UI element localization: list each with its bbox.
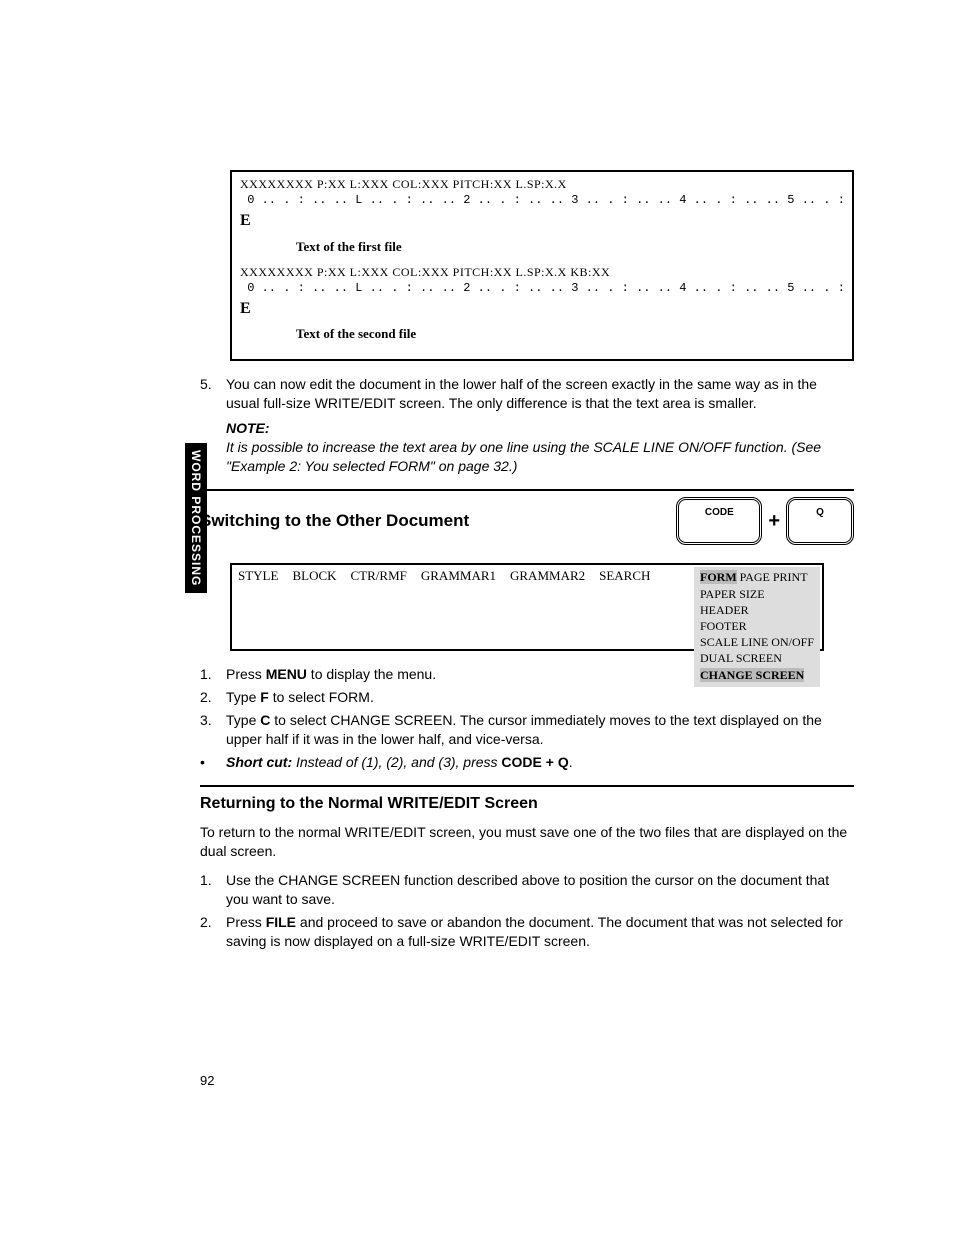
bullet-icon: •	[200, 753, 226, 772]
dual-screen-illustration: XXXXXXXX P:XX L:XXX COL:XXX PITCH:XX L.S…	[230, 170, 854, 361]
code-key-icon: CODE	[676, 497, 762, 545]
step-text: Type F to select FORM.	[226, 688, 854, 707]
menu-bar-illustration: STYLE BLOCK CTR/RMF GRAMMAR1 GRAMMAR2 SE…	[230, 563, 824, 651]
menu-item: GRAMMAR2	[510, 567, 585, 585]
t: Press	[226, 666, 266, 682]
menu-item: BLOCK	[292, 567, 336, 585]
menu-item: CTR/RMF	[351, 567, 407, 585]
end-mark-1: E	[240, 210, 844, 232]
return-step-1: 1. Use the CHANGE SCREEN function descri…	[200, 871, 854, 909]
step-text: Press FILE and proceed to save or abando…	[226, 913, 854, 951]
t: to select CHANGE SCREEN. The cursor imme…	[226, 712, 822, 747]
shortcut: • Short cut: Instead of (1), (2), and (3…	[200, 753, 854, 772]
t: and proceed to save or abandon the docum…	[226, 914, 843, 949]
step-number: 5.	[200, 375, 226, 413]
t: C	[260, 712, 270, 728]
step-number: 1.	[200, 871, 226, 909]
t: Press	[226, 914, 266, 930]
step-number: 1.	[200, 665, 226, 684]
t: Type	[226, 689, 260, 705]
step-3: 3. Type C to select CHANGE SCREEN. The c…	[200, 711, 854, 749]
dropdown-line: FORM PAGE PRINT	[700, 569, 814, 585]
end-mark-2: E	[240, 298, 844, 320]
t: Type	[226, 712, 260, 728]
t: FILE	[266, 914, 296, 930]
step-text: Use the CHANGE SCREEN function described…	[226, 871, 854, 909]
divider	[200, 489, 854, 491]
t: .	[569, 754, 573, 770]
divider	[200, 785, 854, 787]
plus-icon: +	[768, 508, 780, 535]
form-dropdown: FORM PAGE PRINT PAPER SIZE HEADER FOOTER…	[694, 567, 820, 686]
status-line-1: XXXXXXXX P:XX L:XXX COL:XXX PITCH:XX L.S…	[240, 176, 844, 192]
page-number: 92	[200, 1072, 214, 1090]
dropdown-line: SCALE LINE ON/OFF	[700, 634, 814, 650]
t: CODE + Q	[501, 754, 568, 770]
dropdown-line: CHANGE SCREEN	[700, 667, 814, 683]
dropdown-line: DUAL SCREEN	[700, 650, 814, 666]
ruler-line-1: 0 .. . : .. .. L .. . : .. .. 2 .. . : .…	[240, 192, 844, 208]
returning-intro: To return to the normal WRITE/EDIT scree…	[200, 823, 854, 861]
menu-item: SEARCH	[599, 567, 650, 585]
note-body-a: It is possible to increase the text area…	[226, 439, 593, 455]
code-key-label: CODE	[705, 506, 734, 520]
section-tab-label: WORD PROCESSING	[188, 450, 204, 586]
step-text: Type C to select CHANGE SCREEN. The curs…	[226, 711, 854, 749]
q-key-icon: Q	[786, 497, 854, 545]
shortcut-label: Short cut:	[226, 754, 292, 770]
switching-title: Switching to the Other Document	[200, 510, 469, 533]
ruler-line-2: 0 .. . : .. .. L .. . : .. .. 2 .. . : .…	[240, 280, 844, 296]
first-file-text: Text of the first file	[296, 238, 844, 256]
step-number: 2.	[200, 913, 226, 951]
dropdown-line: HEADER	[700, 602, 814, 618]
q-key-label: Q	[816, 506, 824, 520]
step-number: 2.	[200, 688, 226, 707]
note-label: NOTE:	[226, 419, 854, 438]
second-file-text: Text of the second file	[296, 325, 844, 343]
dropdown-line: PAPER SIZE	[700, 586, 814, 602]
dropdown-change-screen: CHANGE SCREEN	[700, 668, 804, 682]
t: F	[260, 689, 269, 705]
shortcut-text: Short cut: Instead of (1), (2), and (3),…	[226, 753, 854, 772]
t: MENU	[266, 666, 307, 682]
t: to select FORM.	[269, 689, 374, 705]
menu-item: STYLE	[238, 567, 278, 585]
section-tab: WORD PROCESSING	[185, 443, 207, 593]
note-body: It is possible to increase the text area…	[226, 438, 854, 476]
step-2: 2. Type F to select FORM.	[200, 688, 854, 707]
menu-item: GRAMMAR1	[421, 567, 496, 585]
step-5: 5. You can now edit the document in the …	[200, 375, 854, 413]
returning-title: Returning to the Normal WRITE/EDIT Scree…	[200, 793, 854, 815]
step-number: 3.	[200, 711, 226, 749]
dropdown-form-rest: PAGE PRINT	[737, 570, 808, 584]
t: Instead of (1), (2), and (3), press	[292, 754, 501, 770]
status-line-2: XXXXXXXX P:XX L:XXX COL:XXX PITCH:XX L.S…	[240, 264, 844, 280]
key-combo: CODE + Q	[676, 497, 854, 545]
switching-header: Switching to the Other Document CODE + Q	[200, 497, 854, 545]
note-body-scale: SCALE LINE ON/OFF	[593, 439, 730, 455]
dropdown-line: FOOTER	[700, 618, 814, 634]
return-step-2: 2. Press FILE and proceed to save or aba…	[200, 913, 854, 951]
t: to display the menu.	[307, 666, 436, 682]
dropdown-form-word: FORM	[700, 570, 737, 584]
step-text: You can now edit the document in the low…	[226, 375, 854, 413]
